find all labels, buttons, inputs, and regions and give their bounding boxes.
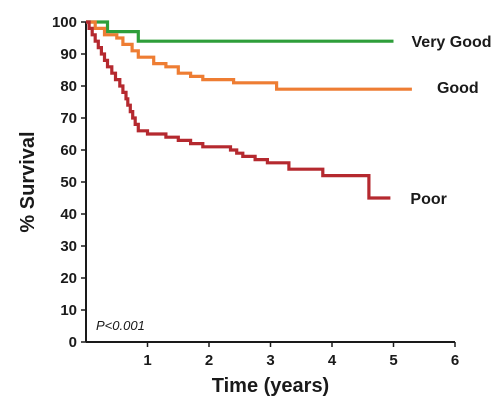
y-tick-label: 50 — [60, 174, 77, 191]
y-tick-label: 0 — [69, 334, 77, 351]
series-line-poor — [86, 20, 391, 200]
y-tick-label: 90 — [60, 46, 77, 63]
x-tick-label: 2 — [205, 352, 213, 369]
series-line-very-good — [86, 20, 394, 43]
y-tick-label: 40 — [60, 206, 77, 223]
axes: 0 10 20 30 40 50 60 70 80 90 100 1 2 3 4 5 6 — [52, 14, 459, 369]
series-label-poor: Poor — [410, 191, 446, 208]
y-tick-label: 10 — [60, 302, 77, 319]
series-label-very-good: Very Good — [412, 34, 492, 51]
y-axis-title: % Survival — [17, 131, 39, 232]
series-line-good — [86, 20, 412, 91]
y-tick-label: 60 — [60, 142, 77, 159]
x-tick-label: 4 — [328, 352, 337, 369]
series-label-good: Good — [437, 80, 479, 97]
series-layer: Very Good Good Poor — [86, 20, 492, 208]
x-axis-title: Time (years) — [212, 375, 329, 397]
x-tick-label: 6 — [451, 352, 459, 369]
y-tick-label: 30 — [60, 238, 77, 255]
x-tick-label: 5 — [389, 352, 397, 369]
y-tick-label: 70 — [60, 110, 77, 127]
y-tick-label: 100 — [52, 14, 77, 31]
y-tick-label: 80 — [60, 78, 77, 95]
x-tick-label: 3 — [266, 352, 274, 369]
p-value-annotation: P<0.001 — [96, 318, 145, 333]
x-tick-label: 1 — [143, 352, 151, 369]
y-tick-label: 20 — [60, 270, 77, 287]
